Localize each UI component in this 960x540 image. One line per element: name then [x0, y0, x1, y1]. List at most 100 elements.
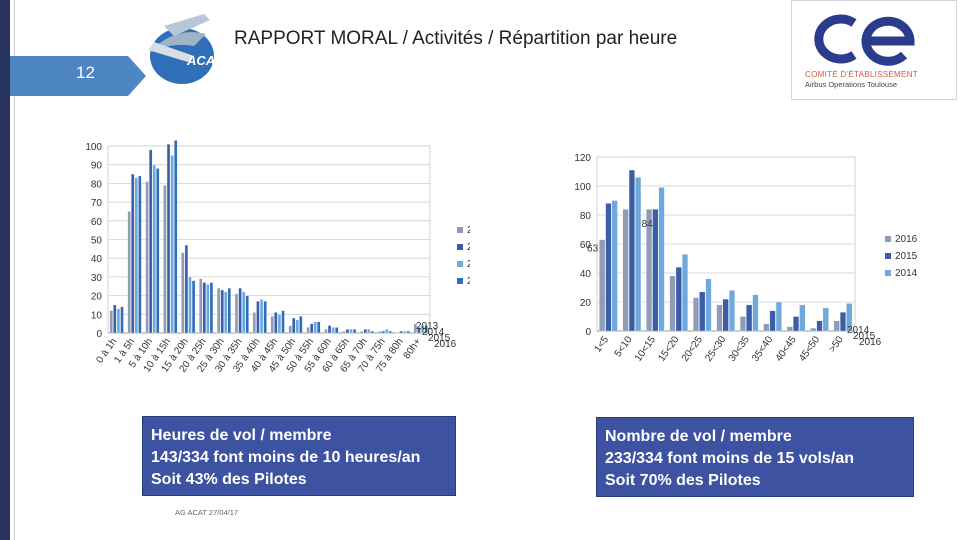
- flights-bar-2015-20-25: [699, 291, 706, 332]
- flights-x-tick-label: 1<5: [592, 334, 611, 355]
- hours-bar-2014-65-70h: [367, 329, 371, 334]
- flights-data-label: 63: [587, 244, 599, 255]
- hours-y-tick-label: 30: [91, 273, 103, 284]
- hours-bar-2016-70-75h: [377, 330, 382, 334]
- hours-summary-percent: Soit 43% des Pilotes: [151, 471, 307, 488]
- ce-logo-line1: COMITÉ D'ÉTABLISSEMENT: [805, 70, 918, 79]
- hours-legend-swatch: [457, 261, 463, 267]
- hours-bar-2014-15-20h: [188, 276, 192, 334]
- hours-legend-label: 2014: [467, 259, 470, 270]
- hours-bar-2013-65-70h: [370, 330, 375, 334]
- flights-bar-2014-5-10: [635, 177, 642, 332]
- flights-x-tick-label: 20<25: [680, 334, 705, 364]
- hours-bar-2015-25-30h: [220, 289, 224, 334]
- hours-bar-2013-35-40h: [263, 301, 267, 334]
- flights-y-tick-label: 60: [580, 240, 592, 251]
- flights-bar-2016-50: [833, 320, 840, 332]
- hours-bar-2013-15-20h: [191, 280, 196, 334]
- flights-data-label: 84: [642, 219, 654, 230]
- flights-x-tick-label: 25<30: [703, 334, 728, 364]
- hours-summary-box: Heures de vol / membre 143/334 font moin…: [142, 416, 456, 496]
- hours-bar-2013-55-60h: [335, 327, 339, 334]
- hours-bar-2015-45-50h: [292, 317, 296, 334]
- hours-summary-title: Heures de vol / membre: [151, 427, 332, 444]
- hours-bar-2014-10-15h: [170, 155, 174, 334]
- hours-bar-2014-1-5h: [134, 177, 138, 334]
- hours-legend-swatch: [457, 244, 463, 250]
- hours-y-tick-label: 10: [91, 310, 103, 321]
- flights-legend-label: 2016: [895, 234, 918, 245]
- flights-bar-2016-30-35: [739, 316, 746, 332]
- hours-bar-2014-30-35h: [242, 291, 246, 334]
- flights-y-tick-label: 0: [585, 327, 591, 338]
- hours-bar-2015-75-80h: [399, 330, 403, 334]
- hours-bar-2014-60-65h: [349, 329, 353, 334]
- flights-legend-label: 2014: [895, 268, 918, 279]
- hours-bar-2016-15-20h: [181, 252, 185, 334]
- hours-bar-2016-0-1h: [109, 310, 113, 334]
- hours-bar-2013-0-1h: [120, 306, 124, 334]
- hours-series-axis-label: 2015: [428, 333, 451, 344]
- flights-bar-2014-20-25: [705, 278, 712, 332]
- hours-x-tick-label: 80h+: [402, 336, 424, 361]
- flights-bar-2015-1-5: [605, 203, 612, 332]
- flights-series-axis-label: 2016: [859, 337, 882, 348]
- hours-bar-2013-70-75h: [388, 330, 392, 334]
- flights-y-tick-label: 100: [574, 182, 591, 193]
- hours-bar-2015-20-25h: [202, 282, 206, 334]
- hours-series-axis-label: 2016: [434, 339, 457, 350]
- hours-bar-2015-40-45h: [274, 312, 278, 334]
- hours-legend-swatch: [457, 278, 463, 284]
- hours-y-tick-label: 100: [85, 142, 102, 153]
- flights-bar-2016-40-45: [786, 326, 793, 332]
- hours-bar-2013-50-55h: [317, 321, 321, 334]
- flights-bar-2016-25-30: [716, 304, 723, 332]
- hours-bar-2015-15-20h: [184, 244, 189, 334]
- flights-y-tick-label: 80: [580, 211, 592, 222]
- flights-summary-percent: Soit 70% des Pilotes: [605, 472, 761, 489]
- hours-bar-2013-30-35h: [245, 295, 249, 334]
- hours-bar-2016-45-50h: [288, 325, 292, 334]
- hours-bar-2016-5-10h: [145, 181, 149, 334]
- hours-bar-2015-60-65h: [345, 329, 350, 334]
- hours-y-tick-label: 70: [91, 198, 103, 209]
- footer-text: AG ACAT 27/04/17: [175, 508, 239, 517]
- hours-y-tick-label: 90: [91, 161, 103, 172]
- flights-bar-2015-5-10: [628, 169, 635, 332]
- flights-bar-2014-25-30: [728, 290, 735, 332]
- hours-series-axis-label: 2014: [422, 327, 445, 338]
- hours-bar-2014-80h: [420, 325, 425, 334]
- flights-bar-2016-5-10: [622, 209, 629, 332]
- flights-bar-2014-50: [846, 303, 853, 332]
- hours-bar-2015-50-55h: [309, 323, 314, 334]
- hours-bar-2016-80h: [413, 323, 418, 334]
- hours-bar-2014-55-60h: [331, 327, 335, 334]
- flights-bar-2014-10-15: [658, 187, 665, 332]
- flights-x-tick-label: 10<15: [633, 334, 658, 364]
- flights-y-tick-label: 20: [580, 298, 592, 309]
- flights-bar-2014-35-40: [775, 301, 782, 332]
- hours-bar-2015-35-40h: [256, 301, 260, 334]
- flights-summary-stat: 233/334 font moins de 15 vols/an: [605, 450, 854, 467]
- hours-bar-2015-55-60h: [327, 325, 332, 334]
- flights-y-tick-label: 40: [580, 269, 592, 280]
- flights-x-tick-label: 5<10: [613, 334, 635, 359]
- hours-bar-2016-75-80h: [395, 332, 400, 334]
- hours-bar-2014-45-50h: [295, 319, 299, 334]
- hours-bar-2016-65-70h: [360, 330, 364, 334]
- flights-bar-2016-35-40: [763, 323, 770, 332]
- hours-bar-2016-20-25h: [199, 278, 203, 334]
- flights-bar-2016-1-5: [599, 239, 606, 332]
- flights-bar-2014-40-45: [799, 304, 806, 332]
- hours-bar-2013-60-65h: [352, 329, 357, 334]
- left-accent-line: [14, 0, 15, 540]
- hours-bar-2016-25-30h: [216, 287, 221, 334]
- hours-y-tick-label: 40: [91, 254, 103, 265]
- hours-bar-2014-35-40h: [259, 299, 264, 334]
- flights-bar-2015-15-20: [675, 267, 682, 332]
- flights-bar-2016-20-25: [693, 297, 699, 332]
- hours-bar-2013-10-15h: [174, 140, 178, 334]
- flights-bar-2014-1-5: [611, 200, 618, 332]
- flights-legend-swatch: [885, 253, 891, 259]
- flights-bar-2015-45-50: [816, 320, 823, 332]
